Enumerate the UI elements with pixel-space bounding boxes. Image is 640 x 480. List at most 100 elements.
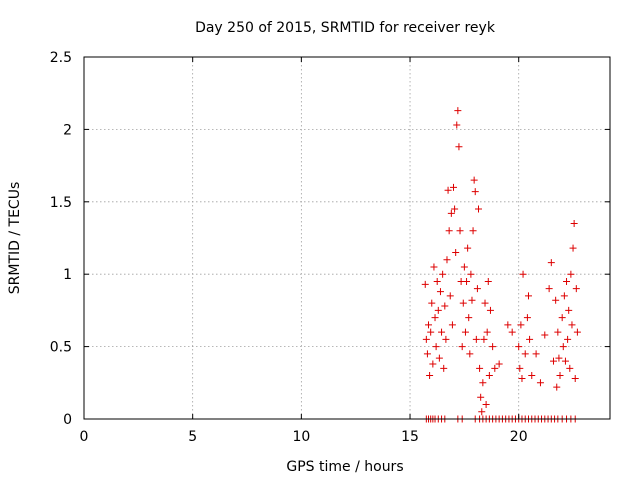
data-point [436, 288, 444, 296]
data-point [447, 209, 455, 217]
data-point [479, 379, 487, 387]
data-point [495, 360, 503, 368]
x-tick-label: 20 [510, 429, 528, 445]
data-point [448, 321, 456, 329]
y-tick-label: 1.5 [50, 195, 72, 211]
data-point [463, 277, 471, 285]
data-point [435, 354, 443, 362]
data-point [536, 379, 544, 387]
chart-title: Day 250 of 2015, SRMTID for receiver rey… [195, 20, 496, 36]
data-point [431, 314, 439, 322]
data-point [458, 343, 466, 351]
data-point [566, 364, 574, 372]
data-point [472, 335, 480, 343]
data-points [421, 107, 581, 423]
data-point [508, 328, 516, 336]
data-point [521, 350, 529, 358]
data-point [469, 227, 477, 235]
y-axis-label: SRMTID / TECUs [7, 182, 23, 295]
grid-lines [84, 57, 610, 419]
data-point [459, 299, 467, 307]
data-point [563, 277, 571, 285]
data-point [438, 328, 446, 336]
data-point [460, 263, 468, 271]
data-point [558, 314, 566, 322]
data-point [467, 270, 475, 278]
data-point [441, 302, 449, 310]
data-point [568, 321, 576, 329]
data-point [571, 374, 579, 382]
data-point [455, 143, 463, 151]
data-point [486, 306, 494, 314]
data-point [482, 401, 490, 409]
data-point [444, 186, 452, 194]
x-tick-label: 0 [80, 429, 89, 445]
data-point [561, 357, 569, 365]
data-point [552, 296, 560, 304]
data-point [439, 270, 447, 278]
data-point [567, 270, 575, 278]
data-point [516, 364, 524, 372]
data-point [468, 296, 476, 304]
data-point [524, 292, 532, 300]
y-tick-label: 2.5 [50, 50, 72, 66]
data-point [456, 227, 464, 235]
data-point [549, 357, 557, 365]
data-point [434, 306, 442, 314]
data-point [541, 331, 549, 339]
x-tick-label: 15 [401, 429, 419, 445]
data-point [466, 350, 474, 358]
data-point [423, 350, 431, 358]
data-point [454, 107, 462, 115]
data-point [484, 277, 492, 285]
data-point [440, 364, 448, 372]
data-point [547, 259, 555, 267]
data-point [560, 292, 568, 300]
data-point [442, 335, 450, 343]
x-axis-label: GPS time / hours [286, 459, 403, 475]
data-point [573, 328, 581, 336]
data-point [453, 121, 461, 129]
data-point [483, 328, 491, 336]
data-point [478, 408, 486, 416]
axis-ticks: 0 5 10 15 20 0 0.5 1 1.5 2 2.5 [50, 50, 610, 445]
data-point [555, 354, 563, 362]
data-point [446, 292, 454, 300]
data-point [532, 350, 540, 358]
data-point [526, 335, 534, 343]
data-point [452, 248, 460, 256]
data-point [443, 256, 451, 264]
y-tick-label: 0 [63, 412, 72, 428]
y-tick-label: 2 [63, 122, 72, 138]
data-point [480, 335, 488, 343]
data-point [489, 343, 497, 351]
data-point [481, 299, 489, 307]
data-point [429, 360, 437, 368]
data-point [523, 314, 531, 322]
x-tick-label: 5 [188, 429, 197, 445]
data-point [504, 321, 512, 329]
data-point [564, 335, 572, 343]
data-point [427, 328, 435, 336]
data-point [450, 183, 458, 191]
data-point [445, 227, 453, 235]
data-point [477, 393, 485, 401]
y-tick-label: 0.5 [50, 340, 72, 356]
data-point [570, 220, 578, 228]
data-point [518, 374, 526, 382]
y-tick-label: 1 [63, 267, 72, 283]
data-point [476, 364, 484, 372]
data-point [517, 321, 525, 329]
data-point [464, 244, 472, 252]
x-tick-label: 10 [292, 429, 310, 445]
data-point [430, 263, 438, 271]
data-point [545, 285, 553, 293]
data-point [426, 372, 434, 380]
plot-frame [83, 56, 611, 420]
data-point [473, 285, 481, 293]
data-point [428, 299, 436, 307]
data-point [554, 328, 562, 336]
data-point [569, 244, 577, 252]
data-point [491, 364, 499, 372]
data-point [425, 321, 433, 329]
